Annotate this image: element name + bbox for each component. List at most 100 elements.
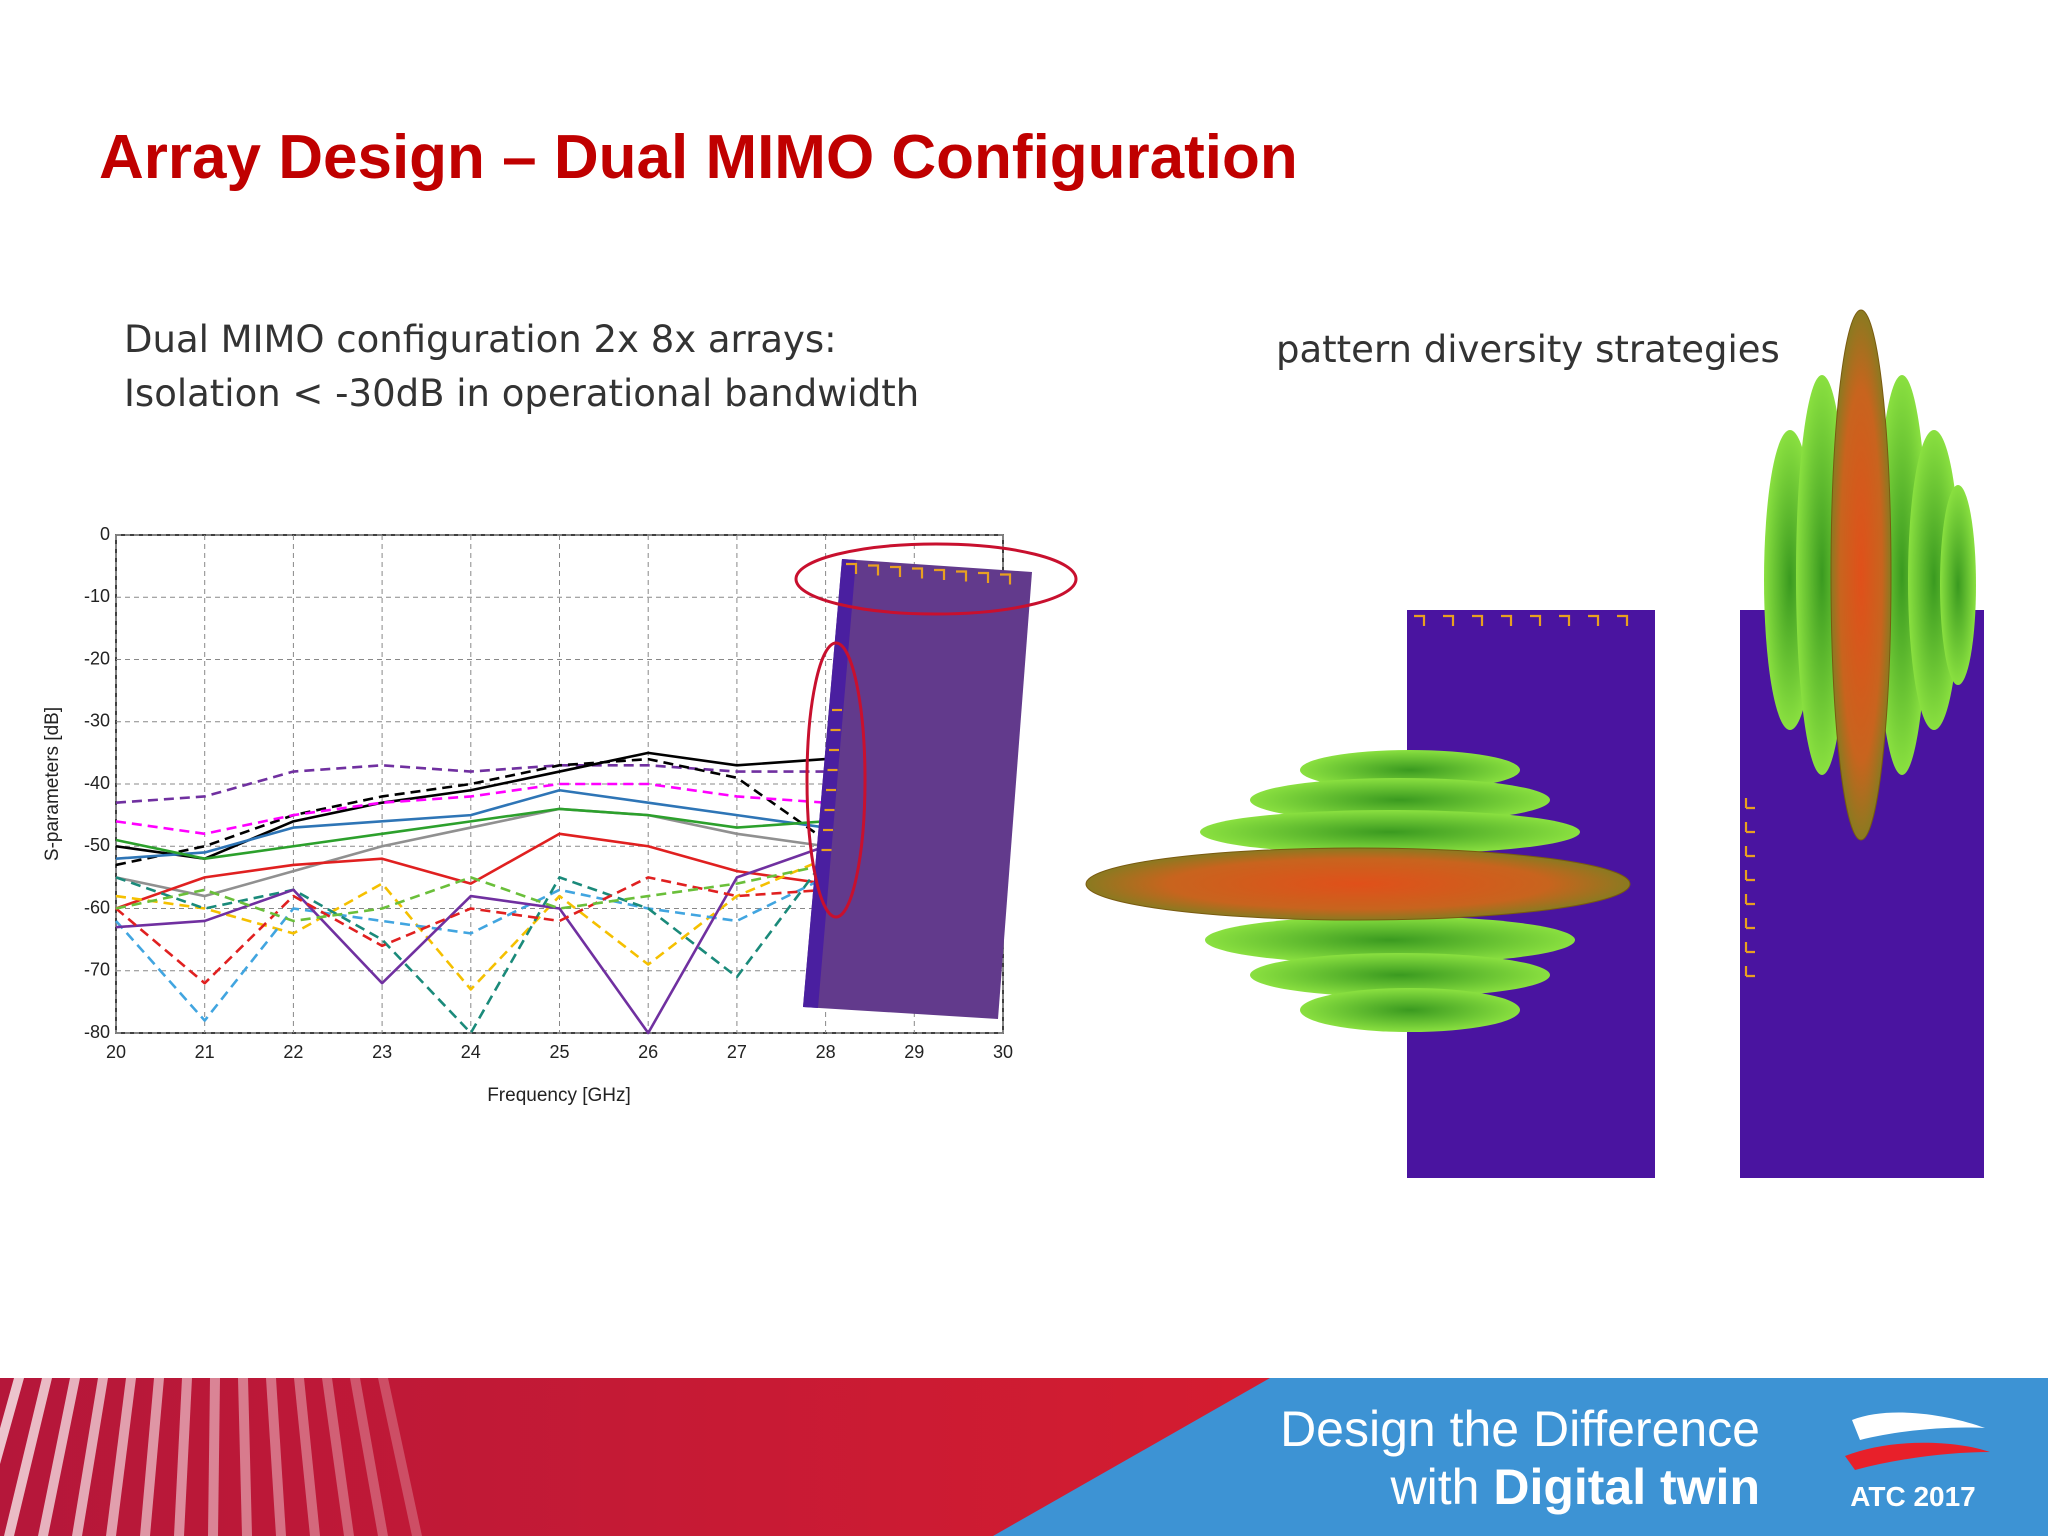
x-axis-label: Frequency [GHz] (487, 1085, 631, 1106)
element (846, 562, 858, 574)
main-lobe (1830, 309, 1892, 841)
tagline: Design the Difference (1280, 1401, 1760, 1457)
element (1744, 846, 1755, 858)
lobe (1250, 953, 1550, 997)
stripe (378, 1378, 422, 1536)
stripe (0, 1378, 24, 1465)
element (1744, 870, 1755, 882)
series-line (115, 876, 826, 985)
x-tick-label: 27 (727, 1042, 747, 1062)
logo-text: ATC 2017 (1850, 1481, 1976, 1512)
x-tick-label: 24 (461, 1042, 481, 1062)
y-tick-label: -20 (84, 648, 110, 668)
y-tick-label: -10 (84, 586, 110, 606)
stripe (174, 1378, 192, 1536)
footer-blue (993, 1378, 2048, 1536)
footer: Design the Difference with Digital twin … (0, 1378, 2048, 1536)
stripe (238, 1378, 252, 1536)
y-tick-label: -70 (84, 960, 110, 980)
series-line (115, 782, 826, 836)
y-axis-label: S-parameters [dB] (42, 707, 63, 861)
element (934, 568, 946, 580)
elements (1744, 798, 1755, 978)
board-edge (803, 559, 856, 1008)
slide-title: Array Design – Dual MIMO Configuration (99, 123, 1298, 192)
series-line (115, 876, 827, 1022)
tagline-bold: Digital twin (1493, 1459, 1760, 1515)
element (1000, 573, 1012, 585)
pattern-horizontal (1085, 610, 1655, 1178)
lobe (1250, 778, 1550, 822)
highlight (805, 641, 867, 919)
series-line (115, 807, 826, 898)
y-tick-label: -50 (84, 835, 110, 855)
x-tick-label: 23 (372, 1042, 392, 1062)
logo-shape (1852, 1412, 1985, 1440)
lobe (1200, 810, 1580, 854)
series-line (115, 751, 826, 860)
stripe (266, 1378, 286, 1536)
element (890, 565, 902, 577)
pattern-vertical (1740, 309, 1984, 1178)
element (978, 571, 990, 583)
y-tick-label: -40 (84, 773, 110, 793)
x-tick-label: 28 (816, 1042, 836, 1062)
series-line (115, 788, 826, 860)
element (1744, 894, 1755, 906)
element (912, 567, 924, 579)
series-line (115, 857, 827, 991)
element (1744, 822, 1755, 834)
series-line (115, 807, 826, 860)
lobe (1300, 988, 1520, 1032)
element (1472, 614, 1484, 626)
series-line (115, 832, 826, 910)
x-tick-label: 21 (195, 1042, 215, 1062)
tagline-prefix: with (1390, 1459, 1480, 1515)
logo-shape (1845, 1442, 1990, 1470)
highlight (794, 542, 1078, 616)
x-tick-label: 26 (638, 1042, 658, 1062)
stripe (38, 1378, 80, 1536)
elements (1414, 614, 1629, 626)
element (1443, 614, 1455, 626)
caption: pattern diversity strategies (1276, 328, 1780, 371)
stripe (140, 1378, 164, 1536)
element (1744, 942, 1755, 954)
y-tick-label: -60 (84, 897, 110, 917)
stripe (106, 1378, 136, 1536)
series-line (115, 757, 827, 867)
element (1617, 614, 1629, 626)
x-tick-label: 20 (106, 1042, 126, 1062)
element (1744, 798, 1755, 810)
element (1744, 966, 1755, 978)
board (803, 559, 1032, 1019)
body-text: Isolation < -30dB in operational bandwid… (124, 372, 919, 415)
element (1744, 918, 1755, 930)
y-tick-label: -80 (84, 1022, 110, 1042)
series-line (115, 845, 827, 1035)
stripe (72, 1378, 108, 1536)
series-line (115, 863, 826, 923)
stripe (294, 1378, 320, 1536)
elements (821, 562, 1012, 852)
x-tick-label: 25 (549, 1042, 569, 1062)
element (1530, 614, 1542, 626)
stripe (4, 1378, 52, 1536)
x-tick-label: 30 (993, 1042, 1013, 1062)
element (1501, 614, 1513, 626)
stripes (0, 1378, 422, 1536)
stripe (322, 1378, 354, 1536)
y-tick-label: 0 (100, 524, 110, 544)
x-tick-label: 29 (904, 1042, 924, 1062)
tagline: with Digital twin (1390, 1459, 1760, 1515)
body-text: Dual MIMO configuration 2x 8x arrays: (124, 318, 837, 361)
stripe (350, 1378, 388, 1536)
lobe (1940, 485, 1976, 685)
element (1588, 614, 1600, 626)
antenna-board (794, 542, 1078, 1019)
element (1414, 614, 1426, 626)
stripe (208, 1378, 220, 1536)
y-tick-label: -30 (84, 711, 110, 731)
